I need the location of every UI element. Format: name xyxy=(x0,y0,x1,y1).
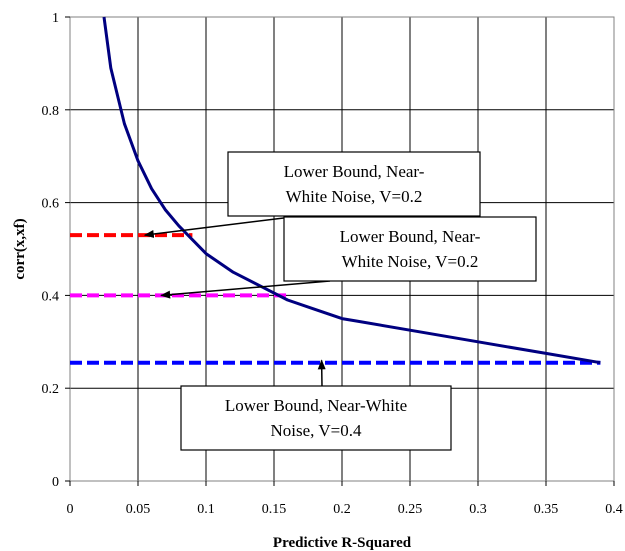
y-tick-label: 0.2 xyxy=(42,382,60,397)
x-tick-label: 0.15 xyxy=(262,502,287,517)
x-tick-label: 0.2 xyxy=(333,502,351,517)
x-tick-label: 0.05 xyxy=(126,502,151,517)
y-tick-label: 0 xyxy=(52,475,59,490)
x-axis: 0 0.05 0.1 0.15 0.2 0.25 0.3 0.35 0.4 xyxy=(67,481,623,517)
annotation-arrow xyxy=(143,215,301,238)
x-tick-label: 0.3 xyxy=(469,502,487,517)
x-tick-label: 0.35 xyxy=(534,502,559,517)
x-tick-label: 0.1 xyxy=(197,502,215,517)
annotation-text: Noise, V=0.4 xyxy=(271,421,362,440)
main-curve xyxy=(102,16,601,365)
x-tick-label: 0.25 xyxy=(398,502,423,517)
y-axis: 0 0.2 0.4 0.6 0.8 1 xyxy=(42,11,70,490)
annotation-text: Lower Bound, Near-White xyxy=(225,396,407,415)
annotation-1: Lower Bound, Near- White Noise, V=0.2 xyxy=(143,151,481,238)
annotation-text: White Noise, V=0.2 xyxy=(342,252,479,271)
annotation-text: Lower Bound, Near- xyxy=(340,227,481,246)
annotation-text: White Noise, V=0.2 xyxy=(286,187,423,206)
x-tick-label: 0 xyxy=(67,502,74,517)
x-tick-label: 0.4 xyxy=(605,502,623,517)
series xyxy=(70,16,601,365)
y-axis-label: corr(x,xf) xyxy=(12,218,28,279)
annotation-text: Lower Bound, Near- xyxy=(284,162,425,181)
y-tick-label: 0.8 xyxy=(42,104,60,119)
y-tick-label: 1 xyxy=(52,11,59,26)
annotation-2: Lower Bound, Near- White Noise, V=0.2 xyxy=(160,216,537,299)
annotation-arrow xyxy=(160,280,331,299)
annotations: Lower Bound, Near-White Noise, V=0.2Lowe… xyxy=(143,151,537,451)
y-tick-label: 0.6 xyxy=(42,197,60,212)
y-tick-label: 0.4 xyxy=(42,289,60,304)
x-axis-label: Predictive R-Squared xyxy=(273,535,412,551)
annotation-3: Lower Bound, Near-White Noise, V=0.4 xyxy=(180,359,452,451)
annotation-box xyxy=(180,385,452,451)
annotation-box xyxy=(283,216,537,282)
annotation-box xyxy=(227,151,481,217)
